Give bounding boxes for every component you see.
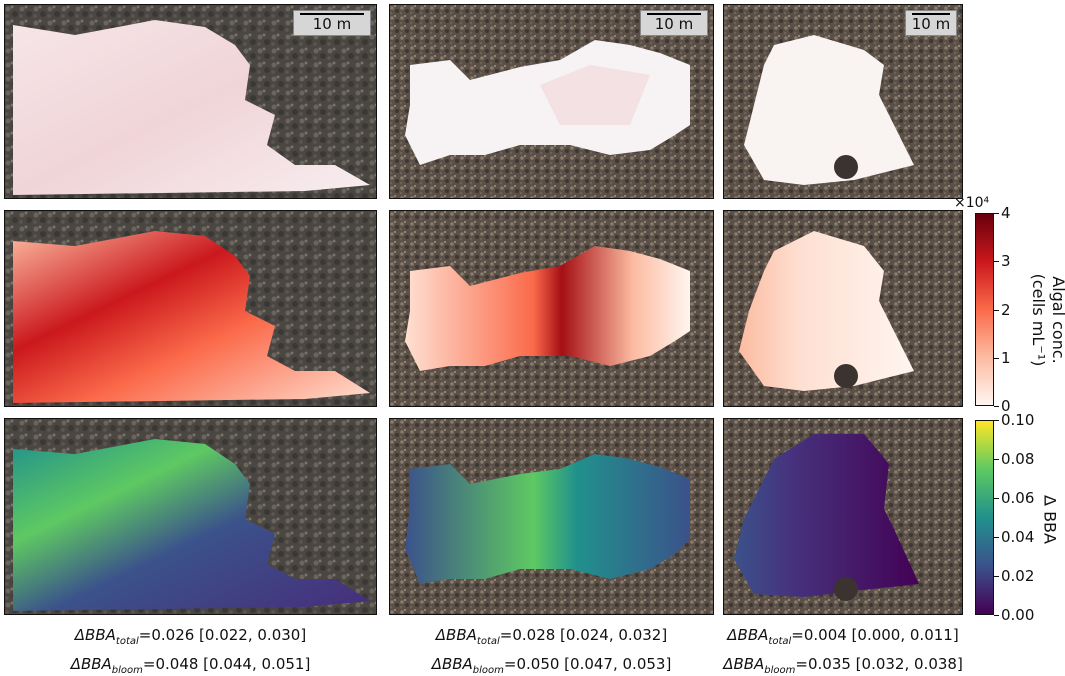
- scale-bar: 10 m: [293, 10, 371, 36]
- delta-bba-map: [5, 419, 376, 614]
- algal-colorbar-label: Algal conc. (cells mL⁻¹): [1028, 220, 1065, 420]
- snow-patch-image: [724, 5, 962, 198]
- bba-tick-mark: [994, 420, 999, 421]
- bba-tick-label: 0.08: [1001, 450, 1035, 468]
- panel-algal-col1: [4, 210, 377, 407]
- bba-tick-mark: [994, 498, 999, 499]
- panel-bba-col3: [723, 418, 963, 615]
- bba-tick-label: 0.06: [1001, 489, 1035, 507]
- panel-algal-col3: [723, 210, 963, 407]
- bba-colorbar: [975, 420, 994, 615]
- algal-tick-label: 4: [1001, 204, 1011, 222]
- panel-rgb-col1: 10 m: [4, 4, 377, 199]
- colorbar-multiplier: ×10⁴: [954, 195, 990, 211]
- metric-col1: ΔBBAtotal=0.026 [0.022, 0.030] ΔBBAbloom…: [70, 626, 311, 676]
- panel-rgb-col2: 10 m: [389, 4, 714, 199]
- bba-colorbar-label: Δ BBA: [1040, 495, 1060, 544]
- scale-bar: 10 m: [640, 10, 708, 36]
- algal-tick-label: 2: [1001, 300, 1011, 319]
- bba-tick-mark: [994, 459, 999, 460]
- algal-tick-mark: [994, 309, 999, 311]
- algal-concentration-map: [5, 211, 376, 406]
- panel-bba-col1: [4, 418, 377, 615]
- snow-patch-image: [5, 5, 376, 198]
- bba-tick-mark: [994, 537, 999, 538]
- bba-tick-label: 0.02: [1001, 567, 1035, 585]
- algal-colorbar: [975, 213, 994, 406]
- algal-tick-label: 3: [1001, 252, 1011, 271]
- bba-tick-label: 0.10: [1001, 411, 1035, 429]
- bba-tick-label: 0.00: [1001, 606, 1035, 624]
- delta-bba-map: [390, 419, 713, 614]
- bba-tick-mark: [994, 576, 999, 577]
- delta-bba-map: [724, 419, 962, 614]
- bba-tick-label: 0.04: [1001, 528, 1035, 546]
- algal-tick-mark: [994, 357, 999, 359]
- algal-tick-label: 0: [1001, 397, 1011, 415]
- algal-tick-label: 1: [1001, 348, 1011, 367]
- algal-tick-mark: [994, 213, 999, 214]
- algal-label-line2: (cells mL⁻¹): [1029, 273, 1048, 367]
- algal-tick-mark: [994, 406, 999, 407]
- scale-bar: 10 m: [905, 10, 957, 36]
- metric-col2: ΔBBAtotal=0.028 [0.024, 0.032] ΔBBAbloom…: [431, 626, 672, 676]
- snow-patch-image: [390, 5, 713, 198]
- panel-algal-col2: [389, 210, 714, 407]
- bba-tick-mark: [994, 615, 999, 616]
- algal-tick-mark: [994, 261, 999, 263]
- algal-concentration-map: [390, 211, 713, 406]
- panel-rgb-col3: 10 m: [723, 4, 963, 199]
- metric-col3: ΔBBAtotal=0.004 [0.000, 0.011] ΔBBAbloom…: [723, 626, 963, 676]
- algal-label-line1: Algal conc.: [1049, 276, 1065, 364]
- algal-concentration-map: [724, 211, 962, 406]
- panel-bba-col2: [389, 418, 714, 615]
